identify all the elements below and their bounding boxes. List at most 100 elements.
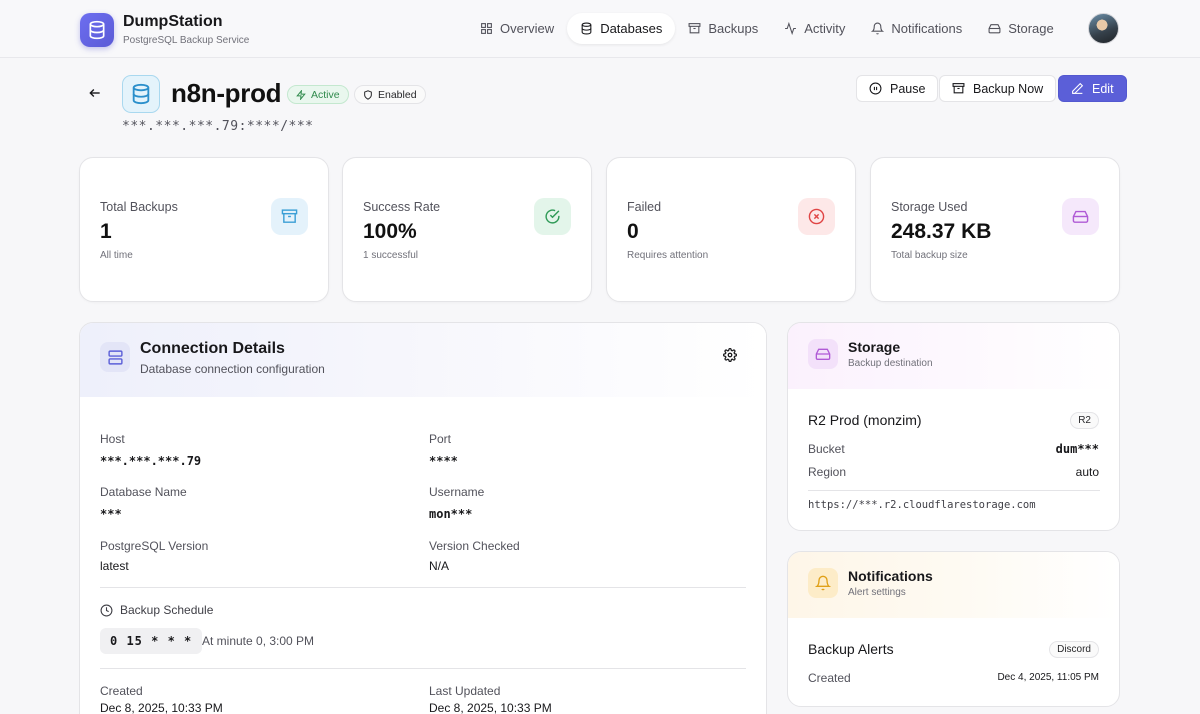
database-logo-icon	[80, 13, 114, 47]
database-icon	[122, 75, 160, 113]
hard-drive-icon	[808, 339, 838, 369]
backup-schedule-label: Backup Schedule	[100, 603, 213, 617]
storage-card-header	[788, 323, 1119, 389]
nav-overview[interactable]: Overview	[467, 13, 567, 44]
dbname-label: Database Name	[100, 485, 187, 499]
stat-card-storage-used: Storage Used 248.37 KB Total backup size	[870, 157, 1120, 302]
storage-card: Storage Backup destination R2 Prod (monz…	[787, 322, 1120, 531]
backup-now-button[interactable]: Backup Now	[939, 75, 1057, 102]
brand[interactable]: DumpStation PostgreSQL Backup Service	[80, 12, 249, 48]
nav-storage[interactable]: Storage	[975, 13, 1067, 44]
nav-databases-label: Databases	[600, 21, 663, 36]
port-label: Port	[429, 432, 452, 446]
divider	[808, 490, 1100, 491]
hard-drive-icon	[1062, 198, 1099, 235]
activity-icon	[785, 22, 797, 35]
stat-value: 248.37 KB	[891, 220, 992, 243]
card-title: Notifications	[848, 568, 933, 584]
archive-icon	[952, 83, 965, 94]
enabled-badge: Enabled	[354, 85, 426, 104]
notifications-card-header	[788, 552, 1119, 618]
archive-icon	[271, 198, 308, 235]
lightning-icon	[296, 89, 306, 100]
created-label: Created	[100, 684, 143, 698]
stat-sub: Requires attention	[627, 250, 709, 261]
last-updated-label: Last Updated	[429, 684, 501, 698]
notification-created-value: Dec 4, 2025, 11:05 PM	[997, 672, 1099, 683]
stat-label: Total Backups	[100, 200, 178, 214]
created-value: Dec 8, 2025, 10:33 PM	[100, 701, 223, 714]
status-badge: Active	[287, 85, 349, 104]
nav-notifications-label: Notifications	[891, 21, 963, 36]
version-checked-value: N/A	[429, 559, 450, 573]
host-value: ***.***.***.79	[100, 454, 202, 468]
shield-icon	[364, 89, 372, 100]
connection-details-header	[80, 323, 766, 397]
grid-icon	[481, 23, 492, 34]
gear-icon[interactable]	[722, 347, 739, 364]
username-value: mon***	[429, 507, 473, 521]
server-icon	[100, 342, 130, 372]
pgversion-label: PostgreSQL Version	[100, 539, 209, 553]
nav-backups-label: Backups	[708, 21, 759, 36]
last-updated-value: Dec 8, 2025, 10:33 PM	[429, 701, 552, 714]
cron-expression: 0 15 * * *	[100, 628, 203, 654]
port-value: ****	[429, 454, 458, 468]
pencil-icon	[1072, 82, 1084, 94]
database-icon	[581, 22, 592, 35]
nav-notifications[interactable]: Notifications	[858, 13, 975, 44]
divider	[100, 668, 746, 669]
edit-button-label: Edit	[1092, 81, 1114, 96]
x-circle-icon	[798, 198, 835, 235]
back-arrow-icon[interactable]	[86, 84, 104, 102]
nav-storage-label: Storage	[1008, 21, 1054, 36]
nav-databases[interactable]: Databases	[567, 13, 676, 44]
region-value: auto	[1075, 465, 1099, 479]
nav-backups[interactable]: Backups	[675, 13, 771, 44]
stat-sub: All time	[100, 250, 133, 261]
hard-drive-icon	[988, 24, 1001, 34]
version-checked-label: Version Checked	[429, 539, 520, 553]
status-badge-label: Active	[311, 88, 340, 101]
stat-label: Failed	[627, 200, 662, 214]
nav-overview-label: Overview	[500, 21, 555, 36]
pause-button[interactable]: Pause	[856, 75, 939, 102]
backup-schedule-text: Backup Schedule	[120, 603, 214, 617]
pause-button-label: Pause	[890, 81, 926, 96]
connection-string: ***.***.***.79:****/***	[122, 119, 314, 134]
backup-now-button-label: Backup Now	[973, 81, 1044, 96]
notification-name: Backup Alerts	[808, 641, 894, 657]
card-subtitle: Database connection configuration	[140, 362, 325, 376]
card-title: Connection Details	[140, 340, 285, 357]
nav-activity[interactable]: Activity	[771, 13, 858, 44]
bell-icon	[871, 22, 885, 35]
bucket-value: dum***	[1055, 442, 1099, 456]
stat-label: Success Rate	[363, 200, 441, 214]
bucket-label: Bucket	[808, 442, 845, 456]
notification-created-label: Created	[808, 671, 851, 685]
dbname-value: ***	[100, 507, 122, 521]
avatar[interactable]	[1088, 13, 1119, 44]
archive-icon	[688, 23, 701, 34]
check-circle-icon	[534, 198, 571, 235]
stat-card-success-rate: Success Rate 100% 1 successful	[342, 157, 592, 302]
app-name: DumpStation	[123, 13, 223, 30]
enabled-badge-label: Enabled	[378, 88, 417, 101]
clock-icon	[100, 604, 113, 616]
notifications-card: Notifications Alert settings Backup Aler…	[787, 551, 1120, 707]
region-label: Region	[808, 465, 847, 479]
app-subtitle: PostgreSQL Backup Service	[123, 35, 250, 46]
cron-description: At minute 0, 3:00 PM	[202, 634, 315, 648]
card-subtitle: Alert settings	[848, 587, 906, 598]
edit-button[interactable]: Edit	[1058, 75, 1127, 102]
card-title: Storage	[848, 339, 901, 355]
page-title: n8n-prod	[171, 78, 282, 108]
notification-type-badge: Discord	[1049, 641, 1099, 658]
storage-name: R2 Prod (monzim)	[808, 412, 922, 428]
stat-sub: 1 successful	[363, 250, 419, 261]
stat-value: 100%	[363, 220, 417, 243]
stat-value: 1	[100, 220, 112, 243]
divider	[100, 587, 746, 588]
card-subtitle: Backup destination	[848, 358, 933, 369]
stat-card-failed: Failed 0 Requires attention	[606, 157, 856, 302]
